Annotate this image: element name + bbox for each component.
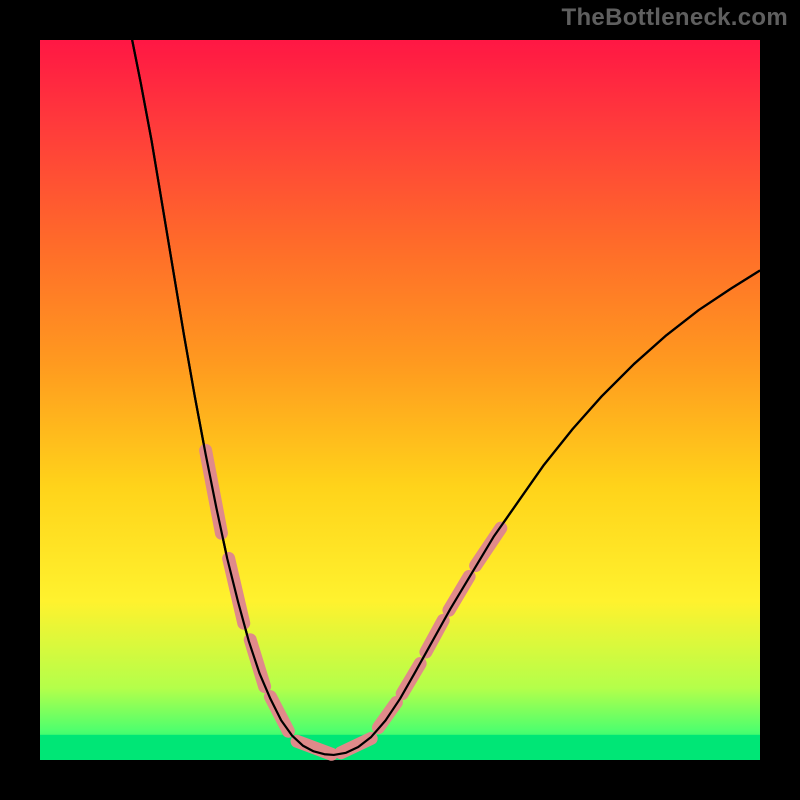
optimal-band	[40, 735, 760, 760]
bottleneck-curve-chart	[0, 0, 800, 800]
watermark-text: TheBottleneck.com	[562, 4, 788, 32]
chart-container: { "chart": { "type": "line", "canvas": {…	[0, 0, 800, 800]
plot-background	[40, 40, 760, 760]
